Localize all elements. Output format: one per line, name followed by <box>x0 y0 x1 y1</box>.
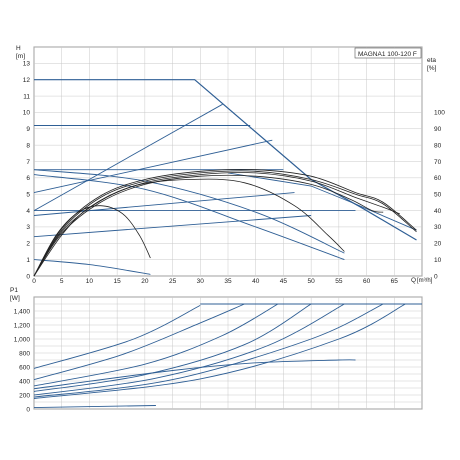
head-curve-4 <box>33 215 312 238</box>
flow-tick-label: 30 <box>197 278 205 285</box>
flow-tick-label: 25 <box>169 278 177 285</box>
flow-tick-label: 10 <box>86 278 94 285</box>
power-tick-label: 400 <box>19 378 30 385</box>
head-tick-label: 9 <box>26 126 30 133</box>
head-tick-label: 5 <box>26 192 30 199</box>
eta-tick-label: 50 <box>434 192 442 199</box>
power-tick-label: 1,400 <box>14 308 31 315</box>
flow-tick-label: 5 <box>60 278 64 285</box>
flow-tick-label: 35 <box>224 278 232 285</box>
power-curve-4 <box>33 303 312 392</box>
eta-curve-4 <box>33 172 400 277</box>
power-curve-5 <box>33 303 345 396</box>
power-curve-2 <box>33 303 245 381</box>
flow-axis-unit: [m³/h] <box>417 278 433 284</box>
power-tick-label: 1,200 <box>14 322 31 329</box>
power-curve-9 <box>33 405 156 409</box>
head-tick-label: 11 <box>23 93 30 100</box>
head-tick-label: 10 <box>23 110 31 117</box>
flow-tick-label: 20 <box>141 278 149 285</box>
eta-y-ticks: 0 10 20 30 40 50 60 70 80 90 100 <box>434 110 445 281</box>
eta-tick-label: 90 <box>434 126 442 133</box>
power-axis-label: P1 <box>10 287 18 294</box>
power-tick-label: 600 <box>19 364 30 371</box>
flow-tick-label: 60 <box>363 278 371 285</box>
power-curves <box>33 303 422 409</box>
power-tick-label: 0 <box>26 406 30 413</box>
power-tick-label: 1,000 <box>14 336 31 343</box>
flow-tick-label: 65 <box>391 278 399 285</box>
eta-tick-label: 0 <box>434 273 438 280</box>
power-y-ticks: 0 200 400 600 800 1,000 1,200 1,400 <box>14 308 31 413</box>
eta-tick-label: 80 <box>434 142 442 149</box>
head-axis-unit: [m] <box>16 53 25 60</box>
head-curve-3 <box>33 192 295 216</box>
eta-curve-3 <box>33 174 384 277</box>
eta-tick-label: 40 <box>434 208 442 215</box>
power-curve-1 <box>33 304 201 369</box>
head-curve-9 <box>33 174 345 261</box>
head-curve-10 <box>33 169 345 254</box>
head-tick-label: 8 <box>26 142 30 149</box>
head-tick-label: 6 <box>26 175 30 182</box>
power-tick-label: 800 <box>19 350 30 357</box>
flow-tick-label: 50 <box>308 278 316 285</box>
flow-tick-label: 55 <box>335 278 343 285</box>
head-tick-label: 2 <box>26 241 30 248</box>
flow-tick-label: 45 <box>280 278 288 285</box>
power-chart: 0 200 400 600 800 1,000 1,200 1,400 P1 [W] <box>10 287 423 413</box>
efficiency-curves <box>33 168 417 277</box>
chart-title-box <box>354 47 422 59</box>
flow-tick-label: 15 <box>114 278 122 285</box>
head-axis-label: H <box>16 45 21 52</box>
eta-tick-label: 30 <box>434 224 442 231</box>
power-axis-unit: [W] <box>10 295 20 302</box>
eta-axis-unit: [%] <box>427 65 437 72</box>
head-curve-12 <box>227 172 417 231</box>
eta-tick-label: 60 <box>434 175 442 182</box>
head-curve-8 <box>33 139 273 194</box>
head-curve-11 <box>33 259 151 275</box>
head-tick-label: 3 <box>26 224 30 231</box>
head-tick-label: 7 <box>26 159 30 166</box>
head-curve-2 <box>33 103 223 211</box>
power-curve-3 <box>33 303 279 387</box>
eta-curve-5 <box>33 170 417 277</box>
eta-axis-label: eta <box>427 57 436 64</box>
flow-axis-label: Q <box>411 277 416 284</box>
head-tick-label: 4 <box>26 208 30 215</box>
power-curve-6 <box>33 303 384 398</box>
head-grid <box>33 46 423 277</box>
head-tick-label: 0 <box>26 273 30 280</box>
head-tick-label: 13 <box>23 61 31 68</box>
power-tick-label: 200 <box>19 392 30 399</box>
flow-tick-label: 0 <box>32 278 36 285</box>
eta-tick-label: 100 <box>434 110 445 117</box>
flow-x-ticks: 0 5 10 15 20 25 30 35 40 45 50 55 60 65 <box>32 278 398 285</box>
head-tick-label: 1 <box>26 257 30 264</box>
head-tick-label: 12 <box>23 77 31 84</box>
power-curve-8 <box>33 359 356 390</box>
eta-curve-6 <box>33 168 417 277</box>
eta-tick-label: 20 <box>434 241 442 248</box>
flow-tick-label: 40 <box>252 278 260 285</box>
eta-curve-1 <box>33 205 151 277</box>
eta-tick-label: 70 <box>434 159 442 166</box>
power-curve-7 <box>33 303 406 399</box>
chart-title: MAGNA1 100-120 F <box>358 51 417 58</box>
eta-tick-label: 10 <box>434 257 442 264</box>
